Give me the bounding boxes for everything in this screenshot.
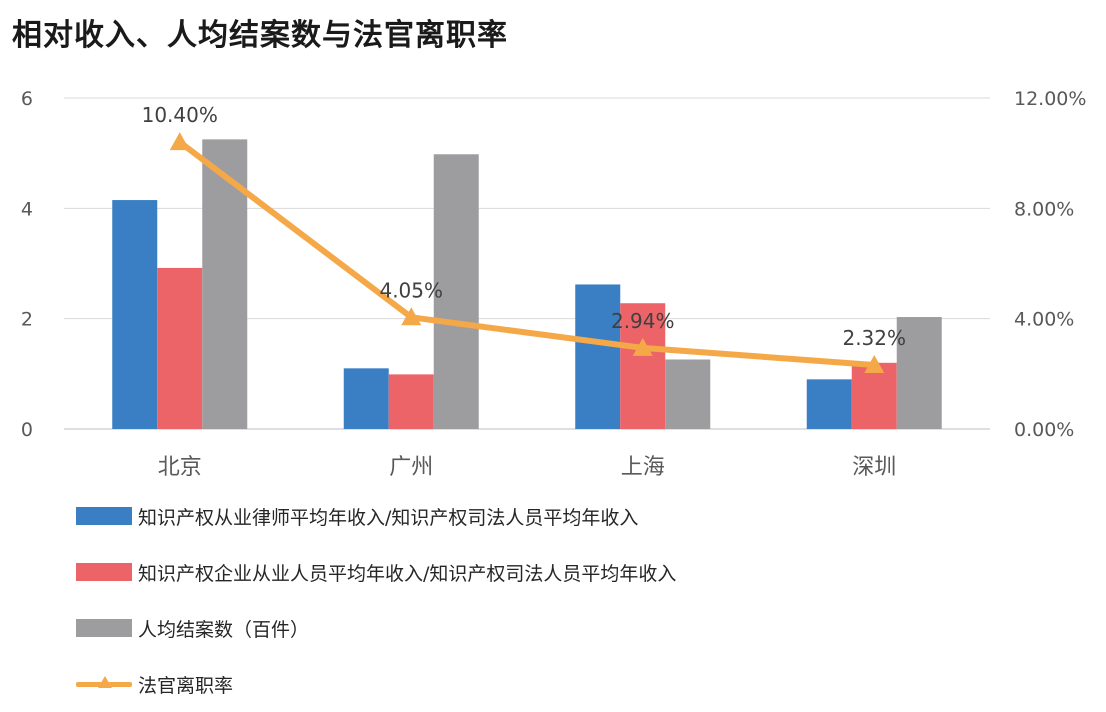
category-label: 北京 — [158, 455, 202, 480]
legend-item: 知识产权企业从业人员平均年收入/知识产权司法人员平均年收入 — [76, 544, 676, 600]
legend-swatch — [76, 563, 132, 581]
bar — [575, 284, 621, 429]
category-axis: 北京 广州 上海 深圳 — [158, 455, 897, 480]
legend-line-marker — [76, 675, 132, 693]
legend-swatch — [76, 507, 132, 525]
bar — [157, 267, 203, 429]
line-path — [176, 139, 878, 369]
combo-chart: 0 2 4 6 0.00% 4.00% 8.00% 12.00% 10.40% 4.05% 2.… — [21, 88, 1087, 480]
category-label: 深圳 — [852, 455, 896, 480]
bar — [388, 374, 434, 429]
line-series: 10.40% 4.05% 2.94% 2.32% — [142, 103, 906, 374]
legend-item: 法官离职率 — [76, 656, 676, 712]
right-tick-label: 8.00% — [1014, 198, 1074, 220]
category-label: 广州 — [389, 455, 433, 480]
data-label: 2.94% — [611, 309, 675, 333]
left-axis: 0 2 4 6 — [21, 88, 33, 441]
right-tick-label: 4.00% — [1014, 309, 1074, 331]
legend-label: 知识产权企业从业人员平均年收入/知识产权司法人员平均年收入 — [138, 562, 677, 585]
data-label: 4.05% — [379, 278, 443, 302]
chart-title: 相对收入、人均结案数与法官离职率 — [12, 18, 508, 53]
left-tick-label: 4 — [21, 198, 33, 220]
left-tick-label: 6 — [21, 88, 33, 110]
legend-label: 法官离职率 — [138, 674, 234, 697]
bar — [343, 368, 389, 429]
line-marker — [632, 337, 653, 356]
data-label: 10.40% — [142, 103, 218, 127]
bar — [433, 154, 479, 429]
bar — [112, 200, 158, 429]
legend-label: 知识产权从业律师平均年收入/知识产权司法人员平均年收入 — [138, 506, 639, 529]
data-label: 2.32% — [842, 326, 906, 350]
line-marker — [864, 355, 885, 374]
left-tick-label: 0 — [21, 419, 33, 441]
bar — [665, 359, 711, 429]
right-tick-label: 12.00% — [1014, 88, 1086, 110]
bar — [896, 317, 942, 429]
bar — [806, 379, 852, 429]
legend: 知识产权从业律师平均年收入/知识产权司法人员平均年收入知识产权企业从业人员平均年… — [76, 488, 676, 712]
bar-series — [112, 139, 942, 429]
chart-container: 相对收入、人均结案数与法官离职率 0 2 4 6 0.00% 4.00% 8.00% 12.… — [12, 18, 1087, 697]
line-marker — [401, 307, 422, 326]
legend-item: 知识产权从业律师平均年收入/知识产权司法人员平均年收入 — [76, 488, 676, 544]
left-tick-label: 2 — [21, 309, 33, 331]
line-marker — [169, 132, 190, 151]
category-label: 上海 — [621, 455, 665, 480]
right-axis: 0.00% 4.00% 8.00% 12.00% — [1014, 88, 1086, 441]
legend-swatch — [76, 619, 132, 637]
bar — [620, 303, 666, 429]
bar — [851, 362, 897, 429]
legend-label: 人均结案数（百件） — [138, 618, 310, 641]
legend-item: 人均结案数（百件） — [76, 600, 676, 656]
right-tick-label: 0.00% — [1014, 419, 1074, 441]
bar — [202, 139, 248, 429]
